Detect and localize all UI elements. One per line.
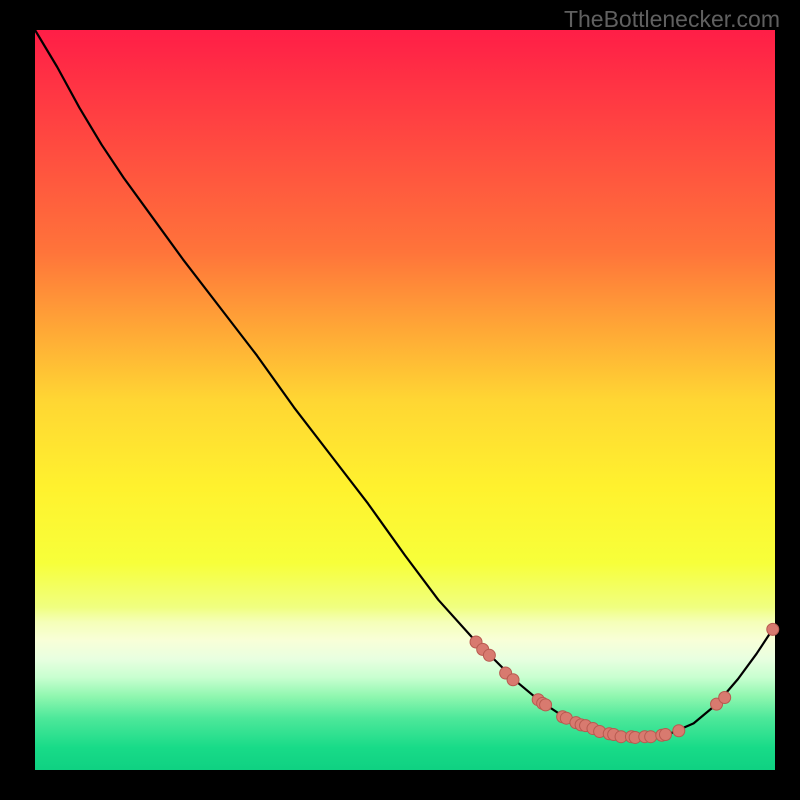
watermark-text: TheBottlenecker.com bbox=[564, 6, 780, 33]
curve-layer bbox=[0, 0, 800, 800]
bottleneck-curve bbox=[35, 30, 775, 737]
data-marker bbox=[540, 699, 552, 711]
data-marker bbox=[659, 728, 671, 740]
chart-container: TheBottlenecker.com bbox=[0, 0, 800, 800]
data-marker bbox=[673, 725, 685, 737]
data-marker bbox=[507, 674, 519, 686]
data-marker bbox=[767, 623, 779, 635]
data-marker bbox=[483, 649, 495, 661]
data-marker bbox=[645, 731, 657, 743]
data-marker bbox=[719, 691, 731, 703]
